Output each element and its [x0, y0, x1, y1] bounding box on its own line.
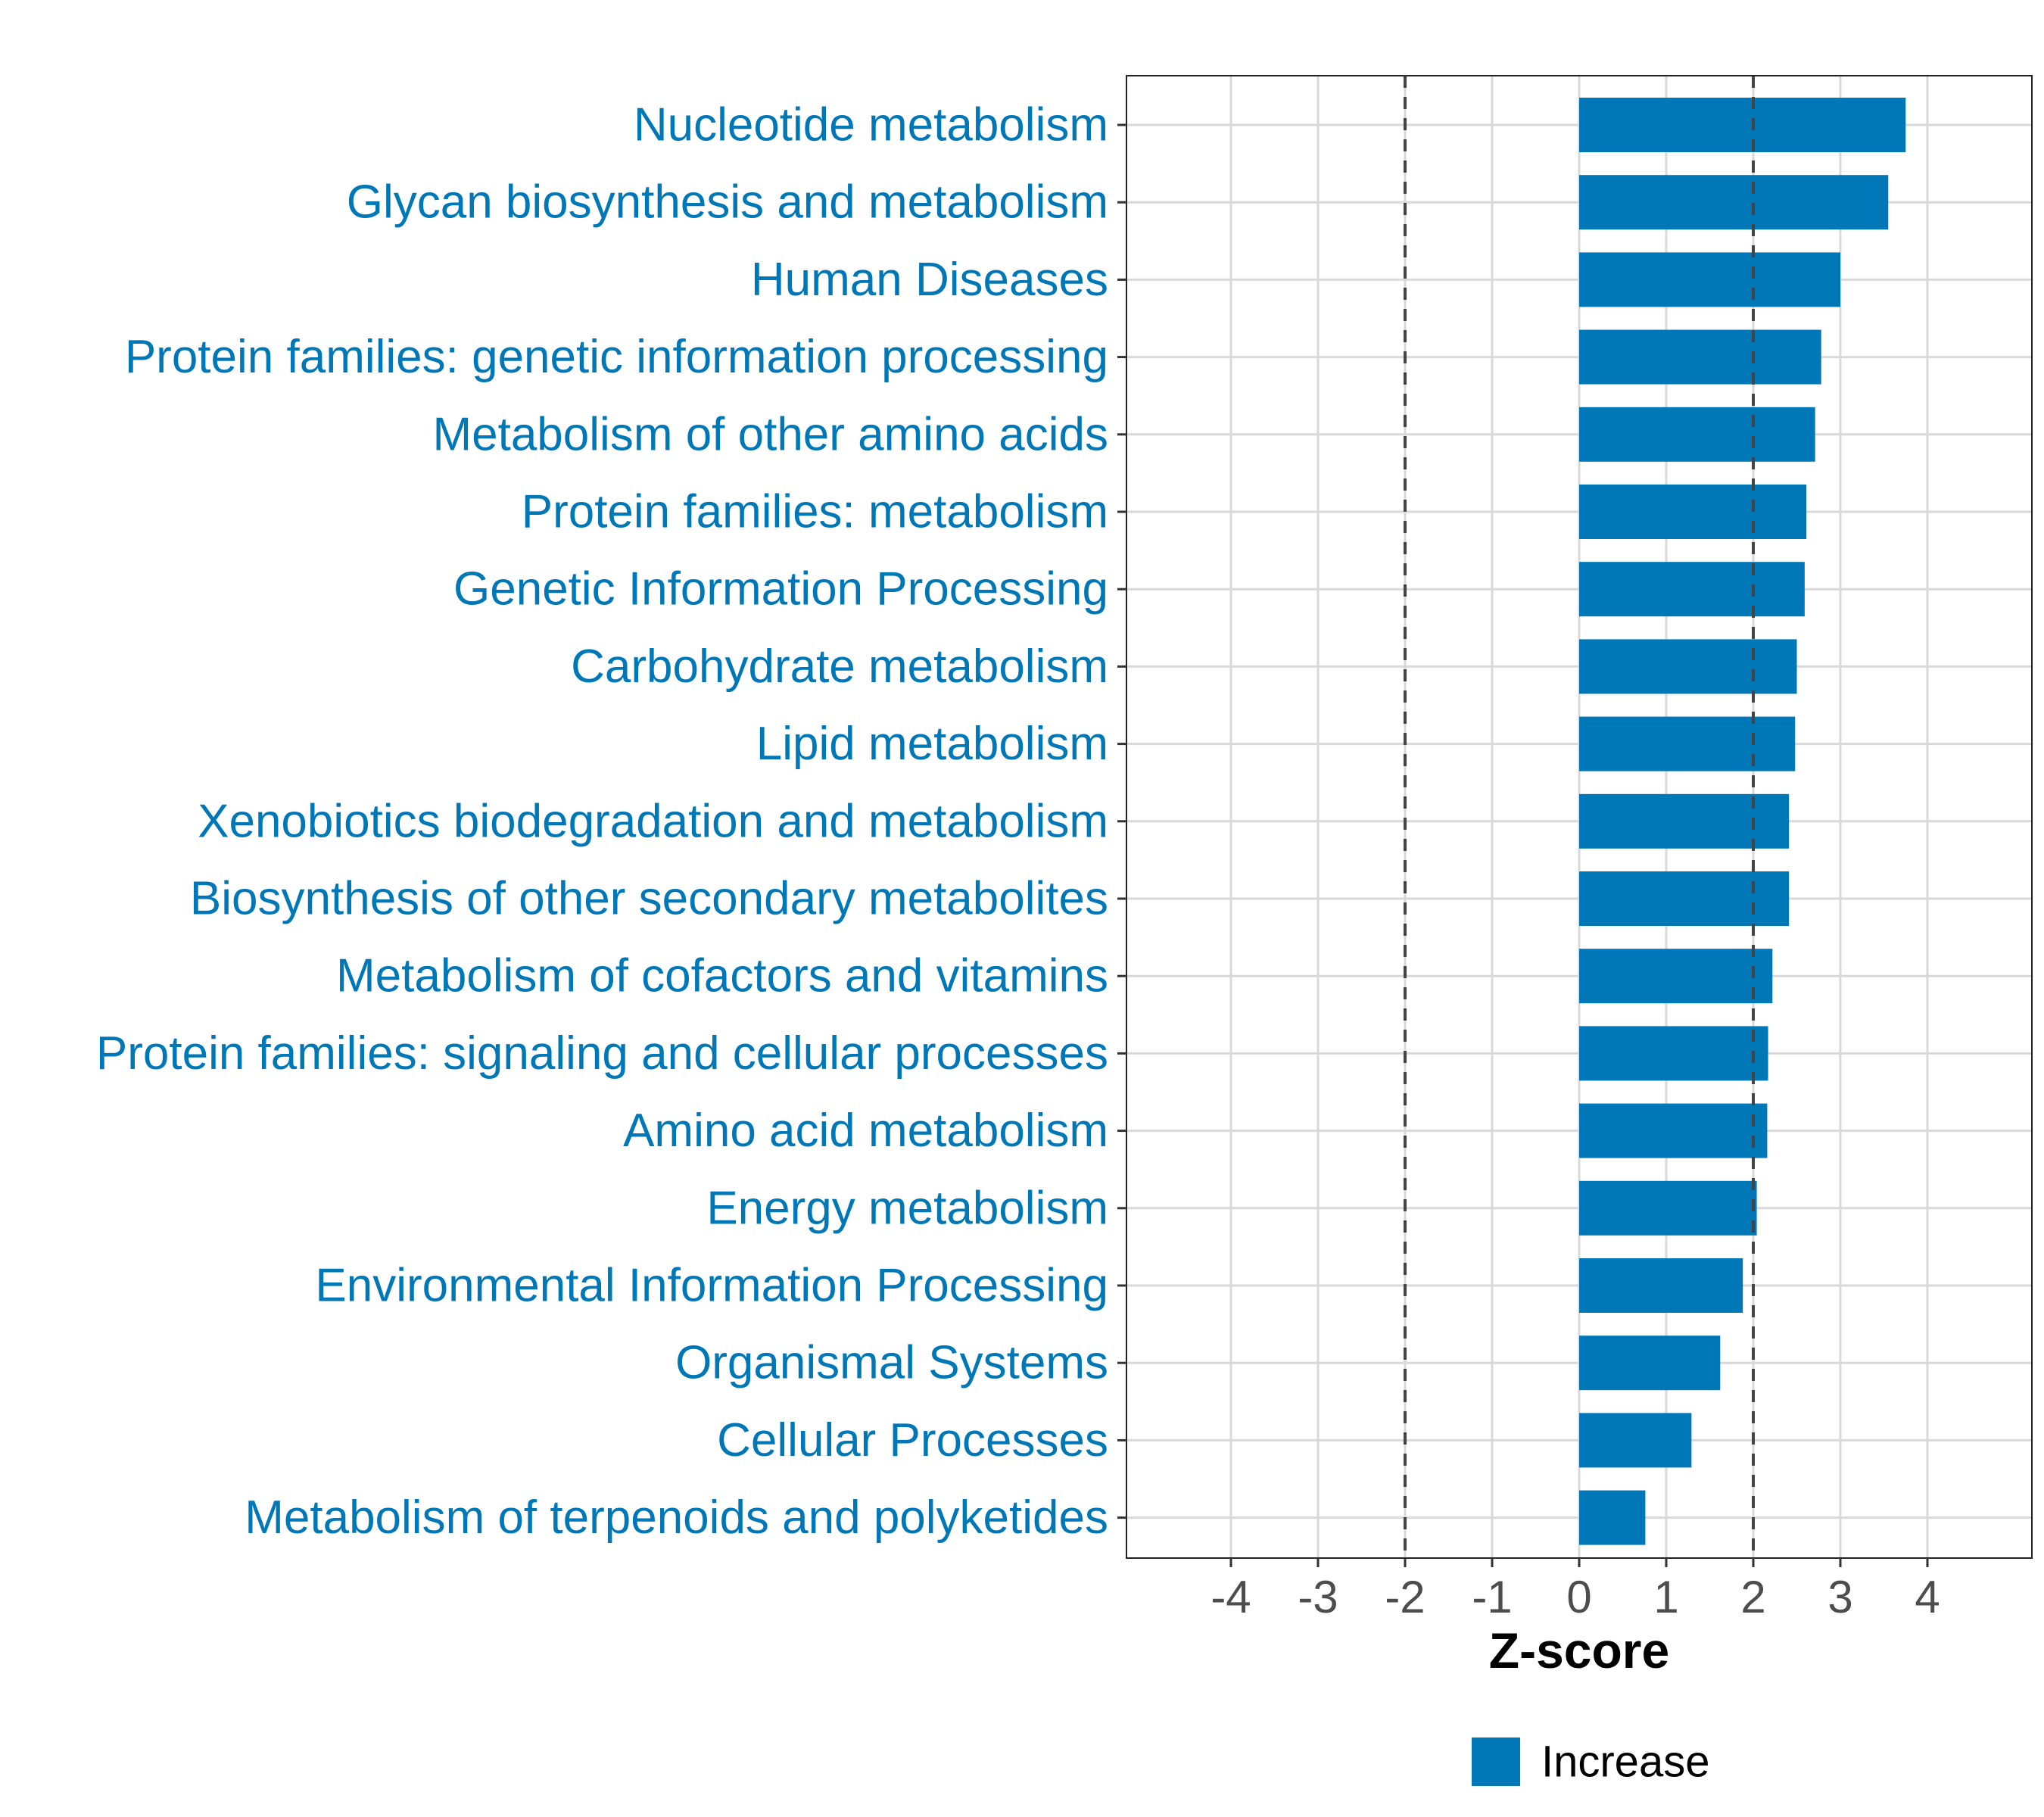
x-tick-label-5: 1	[1653, 1572, 1678, 1622]
bar-0	[1579, 98, 1906, 152]
category-label-10: Biosynthesis of other secondary metaboli…	[190, 873, 1108, 925]
category-label-1: Glycan biosynthesis and metabolism	[347, 176, 1108, 229]
reference-lines	[1404, 76, 1755, 1558]
x-axis-title: Z-score	[1489, 1622, 1669, 1678]
category-label-11: Metabolism of cofactors and vitamins	[336, 950, 1108, 1002]
bar-10	[1579, 871, 1790, 926]
bar-8	[1579, 716, 1796, 771]
bar-16	[1579, 1335, 1721, 1391]
bar-18	[1579, 1490, 1646, 1545]
bar-15	[1579, 1258, 1743, 1313]
bar-2	[1579, 252, 1840, 307]
category-label-17: Cellular Processes	[717, 1414, 1108, 1466]
category-label-3: Protein families: genetic information pr…	[125, 331, 1108, 383]
legend-swatch-increase	[1472, 1738, 1520, 1786]
x-tick-label-3: -1	[1472, 1572, 1512, 1622]
category-label-18: Metabolism of terpenoids and polyketides	[245, 1491, 1108, 1544]
x-axis-ticks: -4 -3 -2 -1 0 1 2 3 4	[1211, 1558, 1940, 1622]
category-label-6: Genetic Information Processing	[453, 563, 1108, 616]
bar-9	[1579, 793, 1790, 849]
bar-13	[1579, 1103, 1768, 1158]
x-tick-label-7: 3	[1827, 1572, 1852, 1622]
bar-17	[1579, 1413, 1692, 1468]
y-axis-ticks	[1117, 123, 1126, 1519]
x-tick-label-0: -4	[1211, 1572, 1251, 1622]
category-label-7: Carbohydrate metabolism	[571, 640, 1108, 693]
category-label-8: Lipid metabolism	[756, 718, 1108, 770]
bar-7	[1579, 639, 1797, 694]
category-label-2: Human Diseases	[751, 254, 1108, 306]
category-label-9: Xenobiotics biodegradation and metabolis…	[198, 795, 1108, 847]
x-tick-label-4: 0	[1566, 1572, 1591, 1622]
category-label-15: Environmental Information Processing	[315, 1260, 1108, 1312]
bar-4	[1579, 407, 1815, 462]
x-tick-label-8: 4	[1915, 1572, 1940, 1622]
category-label-12: Protein families: signaling and cellular…	[96, 1027, 1108, 1080]
bar-11	[1579, 949, 1773, 1004]
legend-label-increase: Increase	[1541, 1738, 1709, 1787]
bar-5	[1579, 485, 1807, 539]
category-label-5: Protein families: metabolism	[522, 486, 1108, 538]
category-label-14: Energy metabolism	[706, 1182, 1108, 1234]
x-tick-label-6: 2	[1740, 1572, 1765, 1622]
category-label-0: Nucleotide metabolism	[634, 99, 1108, 151]
category-label-4: Metabolism of other amino acids	[432, 408, 1108, 460]
bar-1	[1579, 175, 1889, 230]
category-label-16: Organismal Systems	[675, 1337, 1108, 1389]
bar-12	[1579, 1026, 1768, 1081]
x-tick-label-2: -2	[1385, 1572, 1425, 1622]
x-tick-label-1: -3	[1298, 1572, 1338, 1622]
category-label-13: Amino acid metabolism	[623, 1105, 1108, 1157]
legend: Increase	[1472, 1738, 1709, 1787]
bar-3	[1579, 329, 1821, 385]
category-labels: Nucleotide metabolism Glycan biosynthesis…	[96, 99, 1108, 1544]
bar-6	[1579, 562, 1805, 617]
bar-14	[1579, 1180, 1757, 1236]
